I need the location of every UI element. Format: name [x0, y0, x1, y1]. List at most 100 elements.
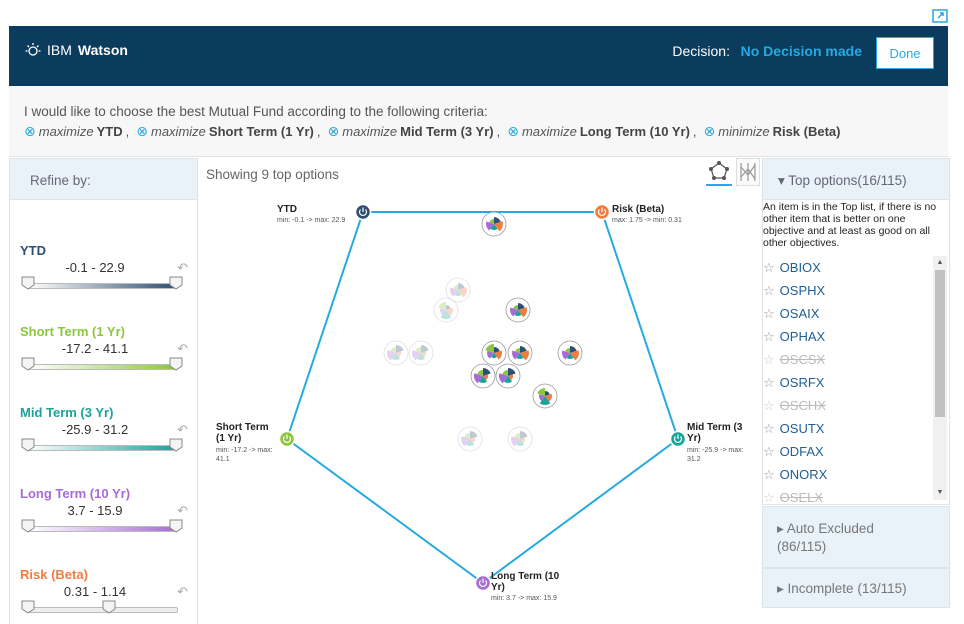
- option-glyph-3: [505, 297, 531, 323]
- remove-criterion-icon[interactable]: ⊗: [327, 123, 340, 139]
- option-item[interactable]: ☆ OSELX: [763, 486, 933, 509]
- auto-excluded-section[interactable]: ▸ Auto Excluded (86/115): [762, 506, 950, 568]
- axis-range: max: 1.75 -> min: 0.31: [612, 217, 682, 224]
- option-name: OSCSX: [779, 352, 826, 367]
- star-icon[interactable]: ☆: [763, 351, 775, 367]
- max-handle[interactable]: [169, 519, 183, 533]
- options-scrollbar[interactable]: ▲ ▼: [933, 256, 947, 500]
- option-name: OSELX: [779, 490, 824, 505]
- min-handle[interactable]: [21, 276, 35, 290]
- option-item[interactable]: ☆ OSCHX: [763, 394, 933, 417]
- watson-logo-icon: [25, 43, 41, 56]
- option-name: OSUTX: [779, 421, 825, 436]
- star-icon[interactable]: ☆: [763, 282, 775, 298]
- app-header: IBM Watson Decision: No Decision made Don…: [9, 26, 948, 86]
- filter-3: Long Term (10 Yr) 3.7 - 15.9 ↶: [20, 486, 190, 533]
- reset-icon[interactable]: ↶: [177, 503, 188, 518]
- axis-anchor-4: [278, 430, 296, 448]
- reset-icon[interactable]: ↶: [177, 260, 188, 275]
- option-glyph-6: [481, 340, 507, 366]
- star-icon[interactable]: ☆: [763, 420, 775, 436]
- top-options-description: An item is in the Top list, if there is …: [763, 201, 937, 249]
- star-icon[interactable]: ☆: [763, 328, 775, 344]
- option-item[interactable]: ☆ OPHAX: [763, 325, 933, 348]
- expand-icon[interactable]: [932, 9, 948, 23]
- star-icon[interactable]: ☆: [763, 374, 775, 390]
- filter-track[interactable]: [28, 283, 178, 289]
- max-handle[interactable]: [169, 357, 183, 371]
- reset-icon[interactable]: ↶: [177, 422, 188, 437]
- star-icon[interactable]: ☆: [763, 443, 775, 459]
- incomplete-section[interactable]: ▸ Incomplete (13/115): [762, 568, 950, 608]
- option-glyph-13: [507, 426, 533, 452]
- scroll-up-icon[interactable]: ▲: [936, 259, 944, 266]
- filter-track[interactable]: [28, 445, 178, 451]
- min-handle[interactable]: [21, 519, 35, 533]
- option-item[interactable]: ☆ OSCSX: [763, 348, 933, 371]
- option-item[interactable]: ☆ ONORX: [763, 463, 933, 486]
- decision-value: No Decision made: [740, 43, 862, 59]
- option-name: ODFAX: [779, 444, 824, 459]
- option-item[interactable]: ☆ ODFAX: [763, 440, 933, 463]
- refine-header: Refine by:: [9, 158, 198, 200]
- option-item[interactable]: ☆ OBIOX: [763, 256, 933, 279]
- reset-icon[interactable]: ↶: [177, 341, 188, 356]
- top-options-panel: An item is in the Top list, if there is …: [762, 199, 950, 505]
- option-name: OSCHX: [779, 398, 826, 413]
- filter-track[interactable]: [28, 526, 178, 532]
- min-handle[interactable]: [21, 357, 35, 371]
- option-item[interactable]: ☆ OSPHX: [763, 279, 933, 302]
- criterion-sep: ,: [496, 124, 501, 139]
- remove-criterion-icon[interactable]: ⊗: [136, 123, 148, 139]
- auto-excluded-count: (86/115): [777, 539, 827, 554]
- max-handle[interactable]: [169, 438, 183, 452]
- top-options-header[interactable]: ▾ Top options(16/115): [762, 158, 950, 200]
- criterion-verb: maximize: [342, 124, 398, 139]
- reset-icon[interactable]: ↶: [177, 584, 188, 599]
- objective-polygon: [285, 211, 680, 585]
- min-handle[interactable]: [21, 438, 35, 452]
- criterion-name: Risk (Beta): [772, 124, 841, 139]
- filter-2: Mid Term (3 Yr) -25.9 - 31.2 ↶: [20, 405, 190, 452]
- axis-label: YTD: [277, 204, 297, 215]
- filter-range: -17.2 - 41.1: [61, 341, 129, 356]
- max-handle[interactable]: [102, 600, 116, 614]
- star-icon[interactable]: ☆: [763, 305, 775, 321]
- incomplete-title: ▸ Incomplete (13/115): [777, 581, 907, 596]
- max-handle[interactable]: [169, 276, 183, 290]
- remove-criterion-icon[interactable]: ⊗: [24, 123, 36, 139]
- star-icon[interactable]: ☆: [763, 259, 775, 275]
- decision-label: Decision:: [672, 43, 730, 59]
- scroll-thumb[interactable]: [935, 270, 945, 417]
- criterion-verb: maximize: [521, 124, 577, 139]
- auto-excluded-title: ▸ Auto Excluded (86/115): [777, 521, 874, 554]
- criterion-sep: ,: [692, 124, 697, 139]
- option-item[interactable]: ☆ OSAIX: [763, 302, 933, 325]
- remove-criterion-icon[interactable]: ⊗: [507, 123, 519, 139]
- option-name: OBIOX: [779, 260, 821, 275]
- scroll-down-icon[interactable]: ▼: [936, 489, 944, 496]
- remove-criterion-icon[interactable]: ⊗: [703, 123, 716, 139]
- graph-view-icon[interactable]: [706, 158, 732, 186]
- filter-range: -0.1 - 22.9: [65, 260, 125, 275]
- criteria-bar: I would like to choose the best Mutual F…: [9, 86, 948, 157]
- filter-1: Short Term (1 Yr) -17.2 - 41.1 ↶: [20, 324, 190, 371]
- criterion-verb: minimize: [718, 124, 770, 139]
- option-glyph-7: [507, 340, 533, 366]
- parallel-view-icon[interactable]: [736, 158, 760, 186]
- filter-name: Mid Term (3 Yr): [20, 405, 114, 420]
- option-name: OSAIX: [779, 306, 820, 321]
- filter-track[interactable]: [28, 364, 178, 370]
- option-item[interactable]: ☆ OSRFX: [763, 371, 933, 394]
- star-icon[interactable]: ☆: [763, 466, 775, 482]
- option-glyph-8: [557, 340, 583, 366]
- star-icon[interactable]: ☆: [763, 397, 775, 413]
- criteria-list: ⊗ maximize YTD, ⊗ maximize Short Term (1 Yr),…: [24, 123, 843, 140]
- star-icon[interactable]: ☆: [763, 489, 775, 505]
- min-handle[interactable]: [21, 600, 35, 614]
- filter-name: YTD: [20, 243, 46, 258]
- criterion-name: Short Term (1 Yr): [208, 124, 314, 139]
- axis-range: min: -17.2 -> max: 41.1: [216, 447, 273, 463]
- done-button[interactable]: Done: [876, 37, 934, 69]
- option-item[interactable]: ☆ OSUTX: [763, 417, 933, 440]
